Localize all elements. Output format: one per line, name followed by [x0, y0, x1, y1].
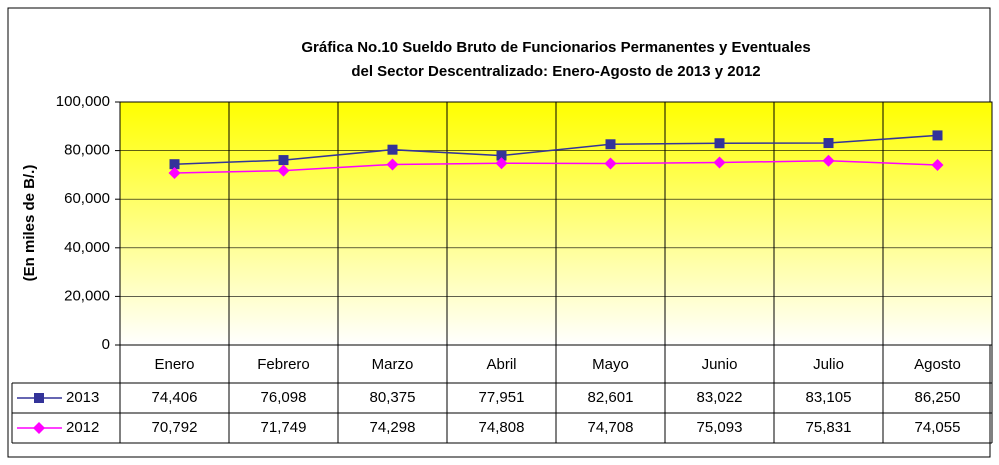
marker — [386, 158, 399, 171]
y-axis-label: (En miles de B/.) — [21, 165, 38, 282]
y-tick-label: 40,000 — [64, 239, 110, 256]
table-value: 74,708 — [588, 419, 634, 436]
marker — [931, 159, 944, 172]
x-tick-label: Agosto — [914, 356, 961, 373]
table-value: 74,808 — [479, 419, 525, 436]
chart-title: del Sector Descentralizado: Enero-Agosto… — [351, 63, 760, 80]
table-value: 70,792 — [152, 419, 198, 436]
marker — [823, 138, 834, 149]
table-value: 76,098 — [261, 389, 307, 406]
table-value: 77,951 — [479, 389, 525, 406]
table-value: 80,375 — [370, 389, 416, 406]
chart-title: Gráfica No.10 Sueldo Bruto de Funcionari… — [301, 39, 810, 56]
legend-marker — [34, 393, 44, 403]
table-value: 83,022 — [697, 389, 743, 406]
table-value: 74,406 — [152, 389, 198, 406]
table-value: 75,093 — [697, 419, 743, 436]
table-value: 71,749 — [261, 419, 307, 436]
line — [174, 159, 938, 174]
marker — [387, 144, 398, 155]
marker — [714, 138, 725, 149]
y-tick-label: 20,000 — [64, 287, 110, 304]
x-tick-label: Enero — [154, 356, 194, 373]
legend-label: 2013 — [66, 389, 99, 406]
marker — [822, 154, 835, 167]
legend-label: 2012 — [66, 419, 99, 436]
table-value: 75,831 — [806, 419, 852, 436]
marker — [932, 130, 943, 141]
x-tick-label: Febrero — [257, 356, 310, 373]
marker — [278, 155, 289, 166]
marker — [495, 157, 508, 170]
y-tick-label: 100,000 — [56, 93, 110, 110]
marker — [168, 166, 181, 179]
table-value: 86,250 — [915, 389, 961, 406]
x-tick-label: Mayo — [592, 356, 629, 373]
table-value: 83,105 — [806, 389, 852, 406]
table-value: 82,601 — [588, 389, 634, 406]
marker — [605, 139, 616, 150]
x-tick-label: Julio — [813, 356, 844, 373]
y-tick-label: 60,000 — [64, 190, 110, 207]
x-tick-label: Junio — [702, 356, 738, 373]
x-tick-label: Marzo — [372, 356, 414, 373]
x-tick-label: Abril — [486, 356, 516, 373]
y-tick-label: 0 — [102, 336, 110, 353]
marker — [604, 157, 617, 170]
table-value: 74,298 — [370, 419, 416, 436]
table-value: 74,055 — [915, 419, 961, 436]
legend-marker — [33, 422, 45, 434]
marker — [713, 156, 726, 169]
line — [174, 134, 938, 165]
y-tick-label: 80,000 — [64, 142, 110, 159]
marker — [277, 164, 290, 177]
